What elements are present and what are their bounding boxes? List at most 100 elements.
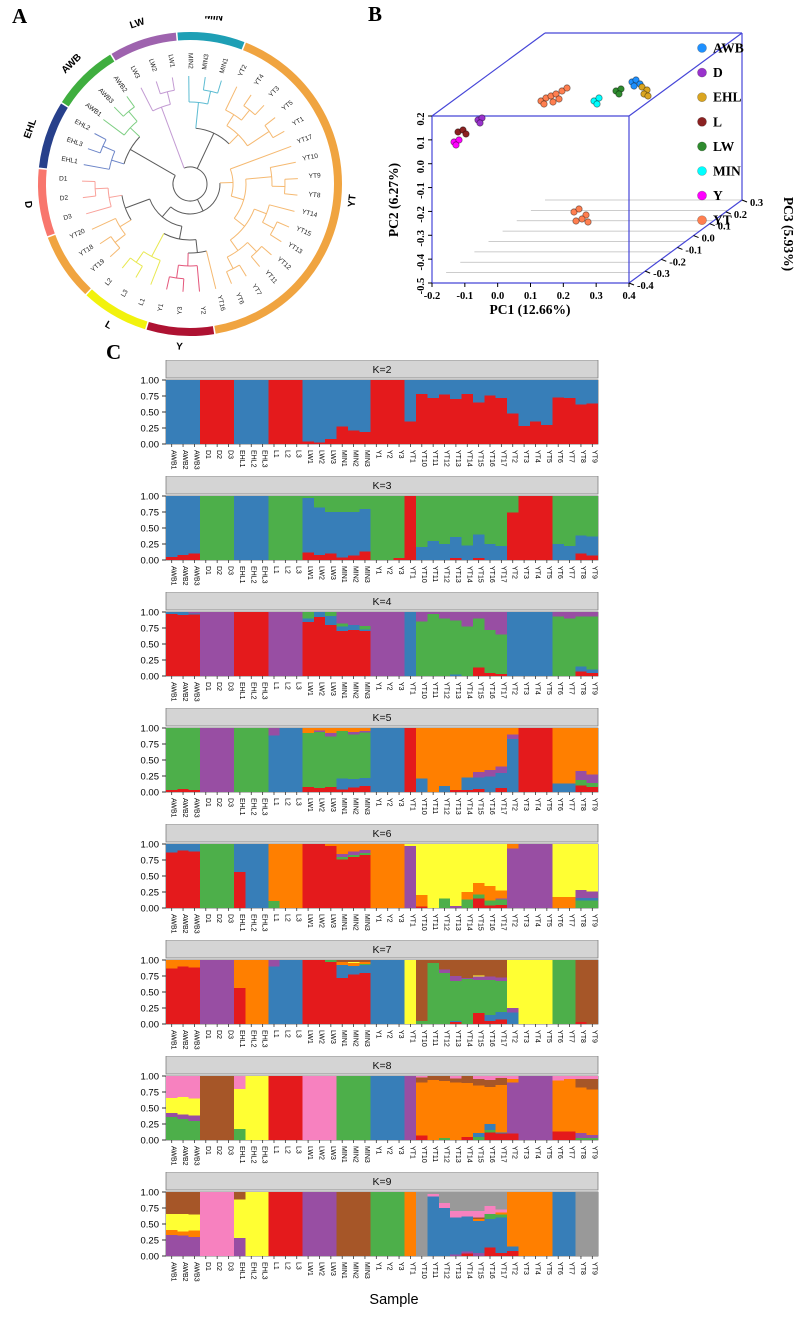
admixture-bar-segment xyxy=(518,380,530,427)
admixture-bar-segment xyxy=(461,1253,473,1256)
admixture-bar-segment xyxy=(393,380,405,444)
x-tick-label-YT16: YT16 xyxy=(488,798,495,815)
y-tick-label: 0.75 xyxy=(141,508,160,519)
admixture-bar-segment xyxy=(427,960,439,964)
admixture-bar-segment xyxy=(393,1076,405,1140)
admixture-bar-segment xyxy=(347,731,360,735)
tree-branch xyxy=(82,195,96,199)
leaf-label-Y3: Y3 xyxy=(177,306,185,315)
y-tick-label: 0.00 xyxy=(141,556,160,567)
data-point-YT-lower xyxy=(570,208,578,216)
admixture-bar-segment xyxy=(575,900,587,908)
admixture-bar-segment xyxy=(302,618,314,623)
admixture-bar-segment xyxy=(563,844,576,898)
admixture-bar-segment xyxy=(325,624,337,676)
tree-branch xyxy=(113,106,124,117)
leaf-label-MIN3: MIN3 xyxy=(201,53,210,70)
admixture-bar-segment xyxy=(359,551,371,560)
admixture-bar-segment xyxy=(166,496,178,557)
x-tick-label-EHL2: EHL2 xyxy=(249,682,256,700)
admixture-bar-segment xyxy=(552,397,564,444)
admixture-bar-segment xyxy=(438,612,451,619)
tree-branch xyxy=(231,195,244,201)
admixture-bar-segment xyxy=(438,844,451,899)
admixture-bar-segment xyxy=(200,1192,212,1256)
admixture-bar-segment xyxy=(484,1218,496,1248)
admixture-bar-segment xyxy=(347,430,360,444)
x-tick-label-LW1: LW1 xyxy=(306,566,313,580)
admixture-bar-segment xyxy=(552,612,564,617)
admixture-bar-segment xyxy=(575,380,587,405)
leaf-label-YT6: YT6 xyxy=(234,292,245,306)
admixture-bar-segment xyxy=(268,612,280,676)
admixture-bar-segment xyxy=(359,972,371,1024)
legend-marker-Y xyxy=(697,190,707,201)
z-tick-label: -0.2 xyxy=(669,257,686,268)
x-tick-label-EHL2: EHL2 xyxy=(249,566,256,584)
admixture-bar-segment xyxy=(529,1076,542,1140)
admixture-bar-segment xyxy=(393,612,405,676)
x-tick-label-D1: D1 xyxy=(204,450,211,459)
admixture-bar-segment xyxy=(177,1192,189,1214)
admixture-bar-segment xyxy=(347,555,360,560)
admixture-bar-segment xyxy=(507,1082,519,1134)
x-tick-label-MIN2: MIN2 xyxy=(352,450,359,467)
admixture-bar-segment xyxy=(359,626,371,630)
admixture-bar-segment xyxy=(347,961,360,964)
legend-marker-MIN xyxy=(697,166,707,176)
tree-arc xyxy=(189,101,208,105)
admixture-bar-segment xyxy=(177,1235,189,1256)
admixture-bar-segment xyxy=(336,631,348,676)
admixture-bar-segment xyxy=(234,960,246,989)
x-tick-label-YT3: YT3 xyxy=(522,1262,529,1275)
admixture-bar-segment xyxy=(347,734,360,780)
admixture-bar-segment xyxy=(188,553,201,560)
x-tick-label-YT1: YT1 xyxy=(408,682,415,695)
admixture-bar-segment xyxy=(416,621,428,676)
x-tick-label-MIN2: MIN2 xyxy=(352,566,359,583)
admixture-bar-segment xyxy=(495,898,508,900)
x-tick-label-YT13: YT13 xyxy=(454,1030,461,1047)
admixture-bar-segment xyxy=(370,380,383,444)
admixture-bar-segment xyxy=(484,395,496,444)
y-tick-label: 0.75 xyxy=(141,972,160,983)
admixture-bar-segment xyxy=(177,1097,189,1115)
x-tick-label-YT13: YT13 xyxy=(454,450,461,467)
admixture-bar-segment xyxy=(507,1133,519,1140)
admixture-bar-segment xyxy=(552,1076,564,1081)
admixture-bar-segment xyxy=(313,617,326,676)
leaf-label-YT5: YT5 xyxy=(281,99,295,112)
tree-arc xyxy=(99,139,107,154)
y-tick-label: 0.50 xyxy=(141,756,160,767)
admixture-bar-segment xyxy=(268,844,280,901)
admixture-bar-segment xyxy=(222,496,235,560)
admixture-bar-segment xyxy=(370,1076,383,1140)
admixture-bar-segment xyxy=(416,496,428,548)
x-tick-label-Y1: Y1 xyxy=(374,914,381,923)
admixture-bar-segment xyxy=(256,728,269,792)
x-tick-label-MIN1: MIN1 xyxy=(340,914,347,931)
panel-header-label: K=9 xyxy=(373,1176,392,1188)
y-tick-label: 0.1 xyxy=(416,136,427,149)
admixture-bar-segment xyxy=(188,1120,201,1140)
admixture-bar-segment xyxy=(438,1138,451,1140)
x-tick-label-AWB2: AWB2 xyxy=(181,1262,188,1282)
admixture-bar-segment xyxy=(370,496,383,560)
admixture-bar-segment xyxy=(427,728,439,792)
admixture-bar-segment xyxy=(245,1076,257,1140)
admixture-bar-segment xyxy=(427,496,439,541)
x-tick-label-EHL1: EHL1 xyxy=(238,450,245,468)
admixture-bar-segment xyxy=(313,554,326,560)
admixture-bar-segment xyxy=(359,844,371,850)
admixture-bar-segment xyxy=(450,844,462,907)
x-tick-label-YT1: YT1 xyxy=(408,1262,415,1275)
admixture-bar-segment xyxy=(461,1083,473,1137)
admixture-bar-segment xyxy=(347,960,360,962)
admixture-bar-segment xyxy=(507,496,519,513)
admixture-bar-segment xyxy=(518,612,530,676)
x-tick-label-L3: L3 xyxy=(295,798,302,806)
admixture-bar-segment xyxy=(166,380,178,444)
admixture-bar-segment xyxy=(438,1192,451,1203)
admixture-bar-segment xyxy=(495,960,508,978)
x-tick-label-YT14: YT14 xyxy=(465,682,472,699)
